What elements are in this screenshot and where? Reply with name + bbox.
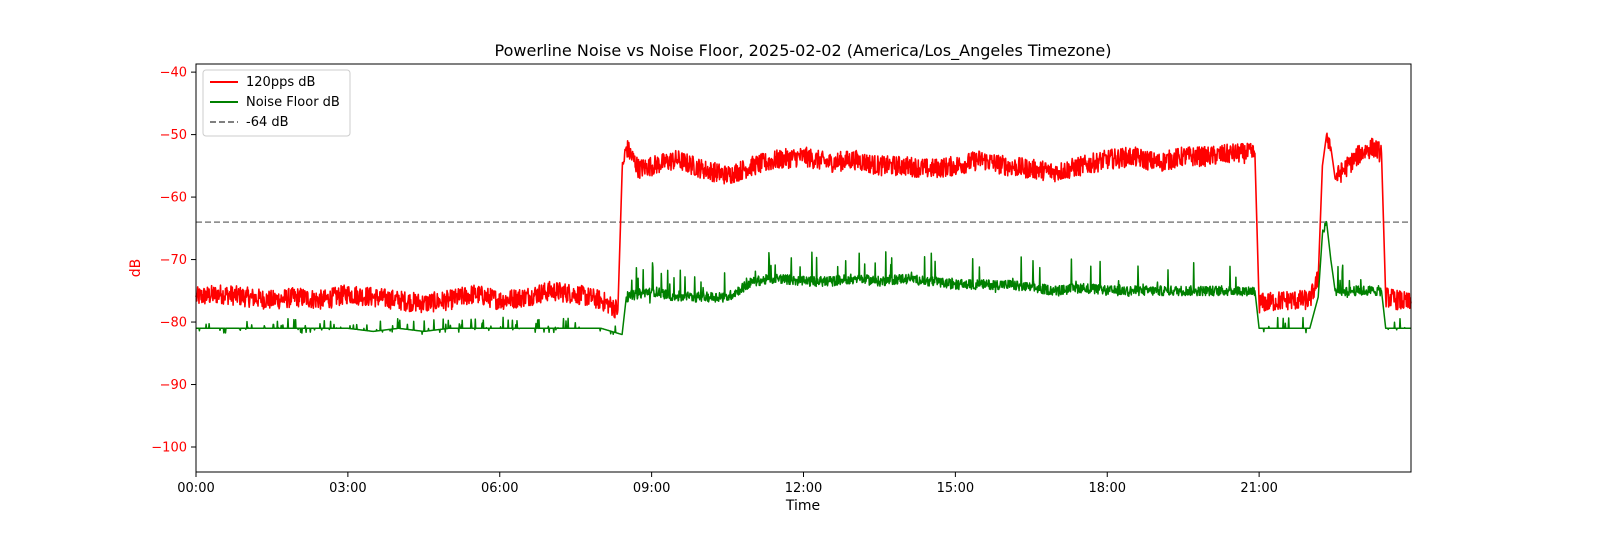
x-axis-title: Time	[785, 498, 820, 514]
x-tick-label: 09:00	[633, 481, 670, 496]
x-tick-label: 15:00	[937, 481, 974, 496]
plot-area	[195, 63, 1412, 473]
x-tick-label: 21:00	[1240, 481, 1277, 496]
y-tick-label: −70	[160, 253, 187, 268]
x-tick-label: 00:00	[177, 481, 214, 496]
y-tick-label: −80	[160, 316, 187, 331]
y-tick-label: −100	[151, 441, 187, 456]
y-tick-label: −60	[160, 191, 187, 206]
legend-box	[202, 69, 351, 137]
plot-background	[196, 64, 1411, 472]
y-axis: −40 −50 −60 −70 −80 −90 −100	[151, 66, 196, 456]
y-tick-label: −90	[160, 378, 187, 393]
y-axis-title: dB	[128, 259, 144, 278]
series-layer	[195, 132, 1412, 336]
y-tick-label: −50	[160, 128, 187, 143]
series-line-noise-floor	[195, 220, 1412, 336]
legend-label-reference: -64 dB	[246, 115, 289, 130]
x-tick-label: 12:00	[785, 481, 822, 496]
legend-label-120pps: 120pps dB	[246, 75, 315, 90]
chart-title: Powerline Noise vs Noise Floor, 2025-02-…	[495, 41, 1112, 61]
series-line-120pps	[195, 132, 1412, 319]
x-tick-label: 18:00	[1089, 481, 1126, 496]
x-tick-label: 06:00	[481, 481, 518, 496]
legend: 120pps dB Noise Floor dB -64 dB	[202, 69, 351, 137]
legend-label-noise-floor: Noise Floor dB	[246, 95, 340, 110]
x-axis: 00:00 03:00 06:00 09:00 12:00 15:00 18:00 21:00	[177, 472, 1278, 496]
x-tick-label: 03:00	[329, 481, 366, 496]
y-tick-label: −40	[160, 66, 187, 81]
